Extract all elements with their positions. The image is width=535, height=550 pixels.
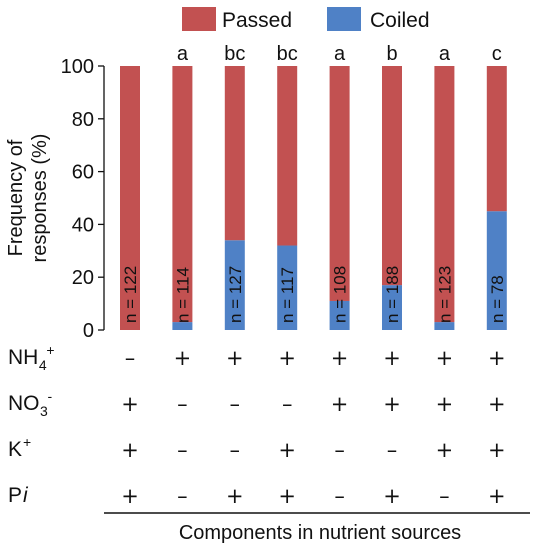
bar-coiled-6	[382, 285, 402, 330]
plus-mark: +	[331, 346, 349, 370]
bar-passed-4	[277, 66, 298, 246]
plus-mark: +	[436, 346, 454, 370]
component-label-superscript: +	[46, 342, 54, 358]
plus-mark: +	[121, 484, 139, 508]
plus-mark: +	[383, 392, 401, 416]
minus-mark: –	[230, 438, 241, 462]
legend-label-coiled: Coiled	[370, 9, 430, 32]
significance-letter: a	[334, 43, 346, 65]
bar-coiled-7	[434, 322, 455, 330]
plus-mark: +	[383, 484, 401, 508]
sample-size-label: n = 108	[331, 266, 350, 323]
legend: Passed Coiled	[182, 7, 430, 32]
component-label: K	[8, 438, 22, 461]
plus-mark: +	[121, 438, 139, 462]
plus-mark: +	[488, 346, 506, 370]
plus-mark: +	[488, 484, 506, 508]
y-tick-label: 0	[83, 320, 94, 342]
sample-size-label: n = 114	[173, 267, 192, 323]
bar-passed-5	[329, 66, 350, 301]
plus-mark: +	[278, 346, 296, 370]
minus-mark: –	[439, 484, 450, 508]
y-axis-label-line-1: Frequency of	[5, 139, 27, 256]
y-tick-label: 20	[72, 267, 94, 289]
bar-coiled-4	[277, 245, 298, 330]
sample-size-label: n = 117	[278, 267, 297, 323]
significance-letter: a	[177, 43, 189, 65]
minus-mark: –	[334, 438, 345, 462]
minus-mark: –	[282, 392, 293, 416]
x-axis-label: Components in nutrient sources	[179, 522, 461, 544]
sample-size-label: n = 78	[488, 275, 507, 323]
plus-mark: +	[278, 438, 296, 462]
y-tick-label: 100	[61, 56, 94, 78]
component-label-subscript: 3	[40, 403, 48, 419]
y-tick-label: 60	[72, 162, 94, 184]
bar-passed-6	[382, 66, 402, 286]
minus-mark: –	[177, 438, 188, 462]
bar-coiled-2	[172, 322, 193, 330]
plus-mark: +	[488, 438, 506, 462]
component-label: NO	[8, 392, 40, 415]
plus-mark: +	[436, 392, 454, 416]
significance-letter: b	[386, 43, 397, 65]
significance-letter: a	[439, 43, 451, 65]
y-tick-label: 40	[72, 214, 94, 236]
component-table: NH 4+ – + + + + + + +NO 3- + – – – + + + +K + + – – + – – + +P i + – + +…	[8, 342, 506, 508]
component-label-superscript: -	[48, 388, 53, 404]
minus-mark: –	[177, 392, 188, 416]
minus-mark: –	[230, 392, 241, 416]
component-label-subscript: 4	[39, 357, 47, 373]
y-axis-label-line-2: responses (%)	[29, 134, 51, 263]
bar-coiled-5	[329, 300, 350, 330]
minus-mark: –	[334, 484, 345, 508]
sample-size-label: n = 127	[226, 266, 245, 323]
y-tick-label: 80	[72, 109, 94, 131]
bar-passed-3	[224, 66, 245, 241]
plus-mark: +	[174, 346, 192, 370]
legend-label-passed: Passed	[222, 9, 292, 32]
bar-passed-7	[434, 66, 455, 323]
bar-coiled-3	[224, 240, 245, 330]
plus-mark: +	[383, 346, 401, 370]
component-label-superscript: +	[23, 434, 31, 450]
sample-size-label: n = 123	[435, 266, 454, 323]
y-axis: 0 20 40 60 80 100 Frequency of responses (%)	[5, 56, 105, 342]
sample-size-label: n = 122	[121, 266, 140, 323]
plus-mark: +	[226, 346, 244, 370]
component-label: P	[8, 484, 22, 507]
bar-passed-2	[172, 66, 193, 323]
bar-coiled-8	[486, 211, 507, 330]
legend-swatch-passed	[182, 7, 216, 31]
plus-mark: +	[331, 392, 349, 416]
significance-letter: bc	[224, 43, 245, 65]
plus-mark: +	[121, 392, 139, 416]
bar-passed-1	[120, 66, 140, 330]
sample-size-label: n = 188	[383, 266, 402, 323]
plus-mark: +	[436, 438, 454, 462]
minus-mark: –	[125, 346, 136, 370]
plus-mark: +	[226, 484, 244, 508]
minus-mark: –	[177, 484, 188, 508]
significance-letter: c	[492, 43, 502, 65]
legend-swatch-coiled	[327, 7, 361, 31]
plus-mark: +	[488, 392, 506, 416]
component-label: NH	[8, 346, 38, 369]
significance-letter: bc	[277, 43, 298, 65]
component-label-italic: i	[23, 484, 29, 507]
minus-mark: –	[387, 438, 398, 462]
bar-passed-8	[486, 66, 507, 212]
plus-mark: +	[278, 484, 296, 508]
